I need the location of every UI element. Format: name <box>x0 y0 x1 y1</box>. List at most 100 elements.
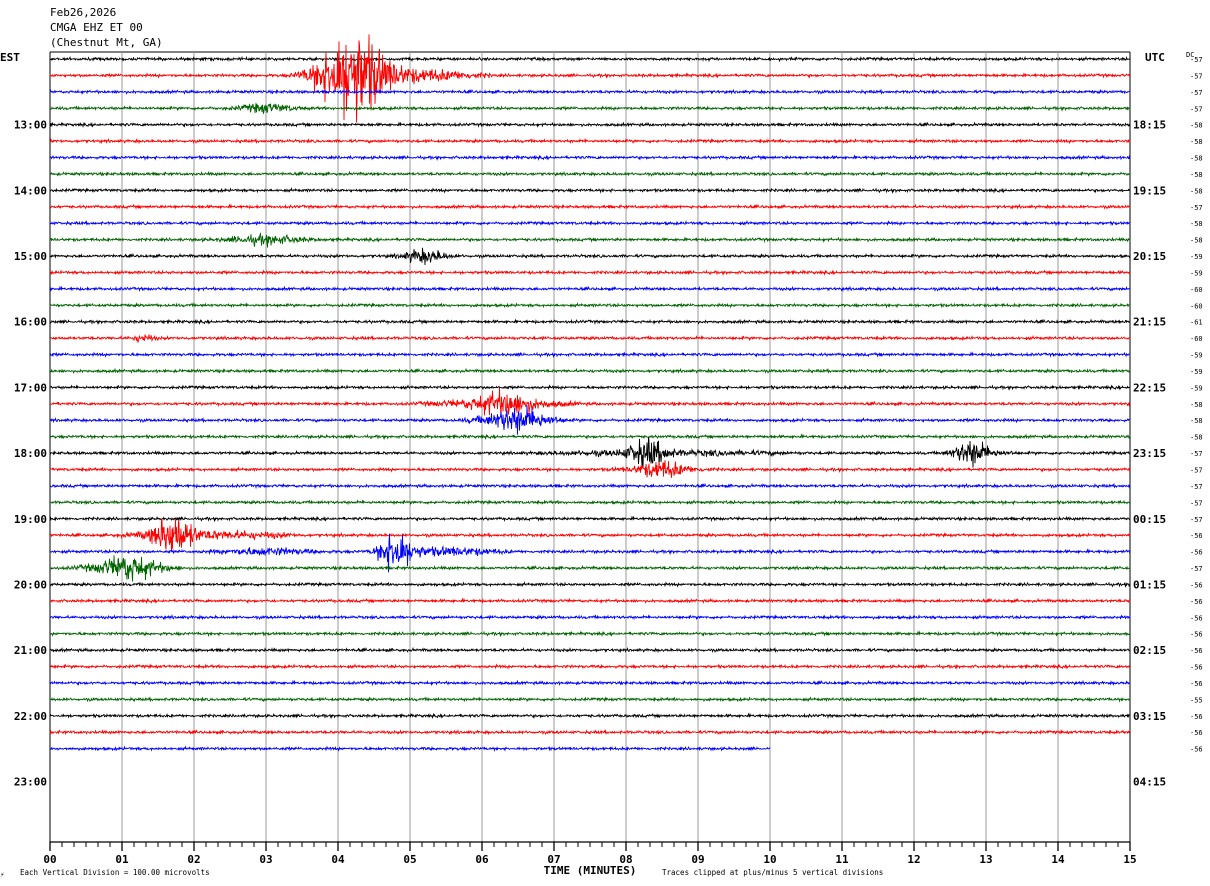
seismic-trace <box>49 696 1131 703</box>
seismic-trace <box>49 318 1131 326</box>
footer-logo: ⚡ <box>0 870 5 879</box>
right-hour-label: 23:15 <box>1133 447 1166 460</box>
seismic-trace <box>49 334 1131 344</box>
dc-offset-label: -57 <box>1190 204 1203 212</box>
dc-offset-label: -56 <box>1190 746 1203 754</box>
dc-offset-label: -56 <box>1190 647 1203 655</box>
right-hour-label: 20:15 <box>1133 250 1166 263</box>
seismic-trace <box>49 34 1131 123</box>
dc-offset-label: -60 <box>1190 286 1203 294</box>
x-tick-label: 03 <box>259 853 272 866</box>
right-timezone-label: UTC <box>1145 51 1165 64</box>
seismic-trace <box>50 137 1131 145</box>
right-hour-label: 01:15 <box>1133 578 1166 591</box>
right-hour-label: 19:15 <box>1133 184 1166 197</box>
dc-offset-label: -57 <box>1190 89 1203 97</box>
seismic-trace <box>49 170 1131 177</box>
seismic-trace <box>50 367 1131 375</box>
left-hour-label: 13:00 <box>14 119 47 132</box>
clip-note: Traces clipped at plus/minus 5 vertical … <box>662 868 883 877</box>
seismic-trace <box>49 518 1131 552</box>
header-location: (Chestnut Mt, GA) <box>50 36 163 49</box>
seismic-trace <box>49 102 1131 114</box>
dc-offset-label: -56 <box>1190 664 1203 672</box>
seismic-trace <box>49 597 1131 605</box>
seismic-trace <box>49 679 1131 687</box>
dc-offset-label: -57 <box>1190 105 1203 113</box>
seismic-trace <box>49 614 1131 621</box>
seismic-trace <box>49 247 1131 266</box>
seismic-trace <box>49 630 1131 638</box>
dc-offset-label: -58 <box>1190 401 1203 409</box>
dc-offset-label: -58 <box>1190 155 1203 163</box>
x-tick-label: 11 <box>835 853 849 866</box>
dc-offset-label: -57 <box>1190 499 1203 507</box>
minute-gridlines <box>49 51 1131 842</box>
dc-offset-label: -58 <box>1190 138 1203 146</box>
x-tick-label: 04 <box>331 853 345 866</box>
dc-offset-label: -56 <box>1190 614 1203 622</box>
dc-offset-label: -58 <box>1190 187 1203 195</box>
left-hour-label: 23:00 <box>14 775 47 788</box>
left-hour-label: 14:00 <box>14 184 47 197</box>
x-tick-label: 12 <box>907 853 920 866</box>
seismic-trace <box>49 302 1131 309</box>
dc-offset-label: -58 <box>1190 122 1203 130</box>
seismic-trace <box>49 285 1131 293</box>
x-tick-label: 08 <box>619 853 632 866</box>
header-station: CMGA EHZ ET 00 <box>50 21 143 34</box>
dc-offset-label: -57 <box>1190 72 1203 80</box>
seismic-trace <box>49 515 1131 523</box>
x-tick-label: 10 <box>763 853 776 866</box>
dc-offset-label: -56 <box>1190 680 1203 688</box>
x-tick-label: 15 <box>1123 853 1136 866</box>
dc-offset-label: -58 <box>1190 434 1203 442</box>
header-date: Feb26,2026 <box>50 6 116 19</box>
seismic-trace <box>49 220 1130 227</box>
dc-offset-label: -56 <box>1190 581 1203 589</box>
right-hour-label: 18:15 <box>1133 119 1166 132</box>
dc-offset-label: -57 <box>1190 483 1203 491</box>
seismic-trace <box>49 533 1131 573</box>
dc-offset-label: -56 <box>1190 549 1203 557</box>
seismic-trace <box>49 351 1130 359</box>
seismic-trace <box>49 187 1130 194</box>
seismic-trace <box>49 663 1131 671</box>
dc-offset-label: -58 <box>1190 171 1203 179</box>
seismic-trace <box>49 387 1131 418</box>
scale-note: Each Vertical Division = 100.00 microvol… <box>20 868 210 877</box>
seismic-trace <box>49 269 1131 277</box>
dc-offset-label: -57 <box>1190 467 1203 475</box>
seismic-trace <box>49 712 1131 720</box>
dc-offset-label: -56 <box>1190 598 1203 606</box>
right-hour-label: 03:15 <box>1133 710 1166 723</box>
right-hour-label: 21:15 <box>1133 316 1166 329</box>
dc-offset-label: -59 <box>1190 269 1203 277</box>
dc-offset-label: -57 <box>1190 516 1203 524</box>
dc-offset-label: -59 <box>1190 368 1203 376</box>
seismic-trace <box>49 555 1131 582</box>
seismic-trace <box>49 154 1131 161</box>
x-tick-label: 02 <box>187 853 200 866</box>
x-tick-label: 09 <box>691 853 704 866</box>
x-tick-label: 06 <box>475 853 489 866</box>
x-tick-label: 14 <box>1051 853 1065 866</box>
left-hour-label: 22:00 <box>14 710 47 723</box>
seismic-trace <box>49 55 1131 63</box>
dc-offset-label: -57 <box>1190 450 1203 458</box>
x-tick-label: 07 <box>547 853 560 866</box>
dc-offset-label: -61 <box>1190 319 1203 327</box>
x-tick-label: 05 <box>403 853 416 866</box>
seismic-trace <box>49 121 1131 129</box>
seismic-trace <box>49 728 1131 736</box>
x-tick-label: 00 <box>43 853 56 866</box>
dc-offset-label: -56 <box>1190 631 1203 639</box>
left-hour-label: 18:00 <box>14 447 47 460</box>
seismic-trace <box>49 433 1131 441</box>
right-hour-label: 00:15 <box>1133 513 1166 526</box>
seismic-trace <box>49 88 1131 96</box>
left-hour-labels: 13:00 14:00 15:00 16:00 17:00 18:00 19:00 20:00… <box>14 119 47 789</box>
dc-offset-label: -58 <box>1190 417 1203 425</box>
dc-offset-label: -57 <box>1190 56 1203 64</box>
